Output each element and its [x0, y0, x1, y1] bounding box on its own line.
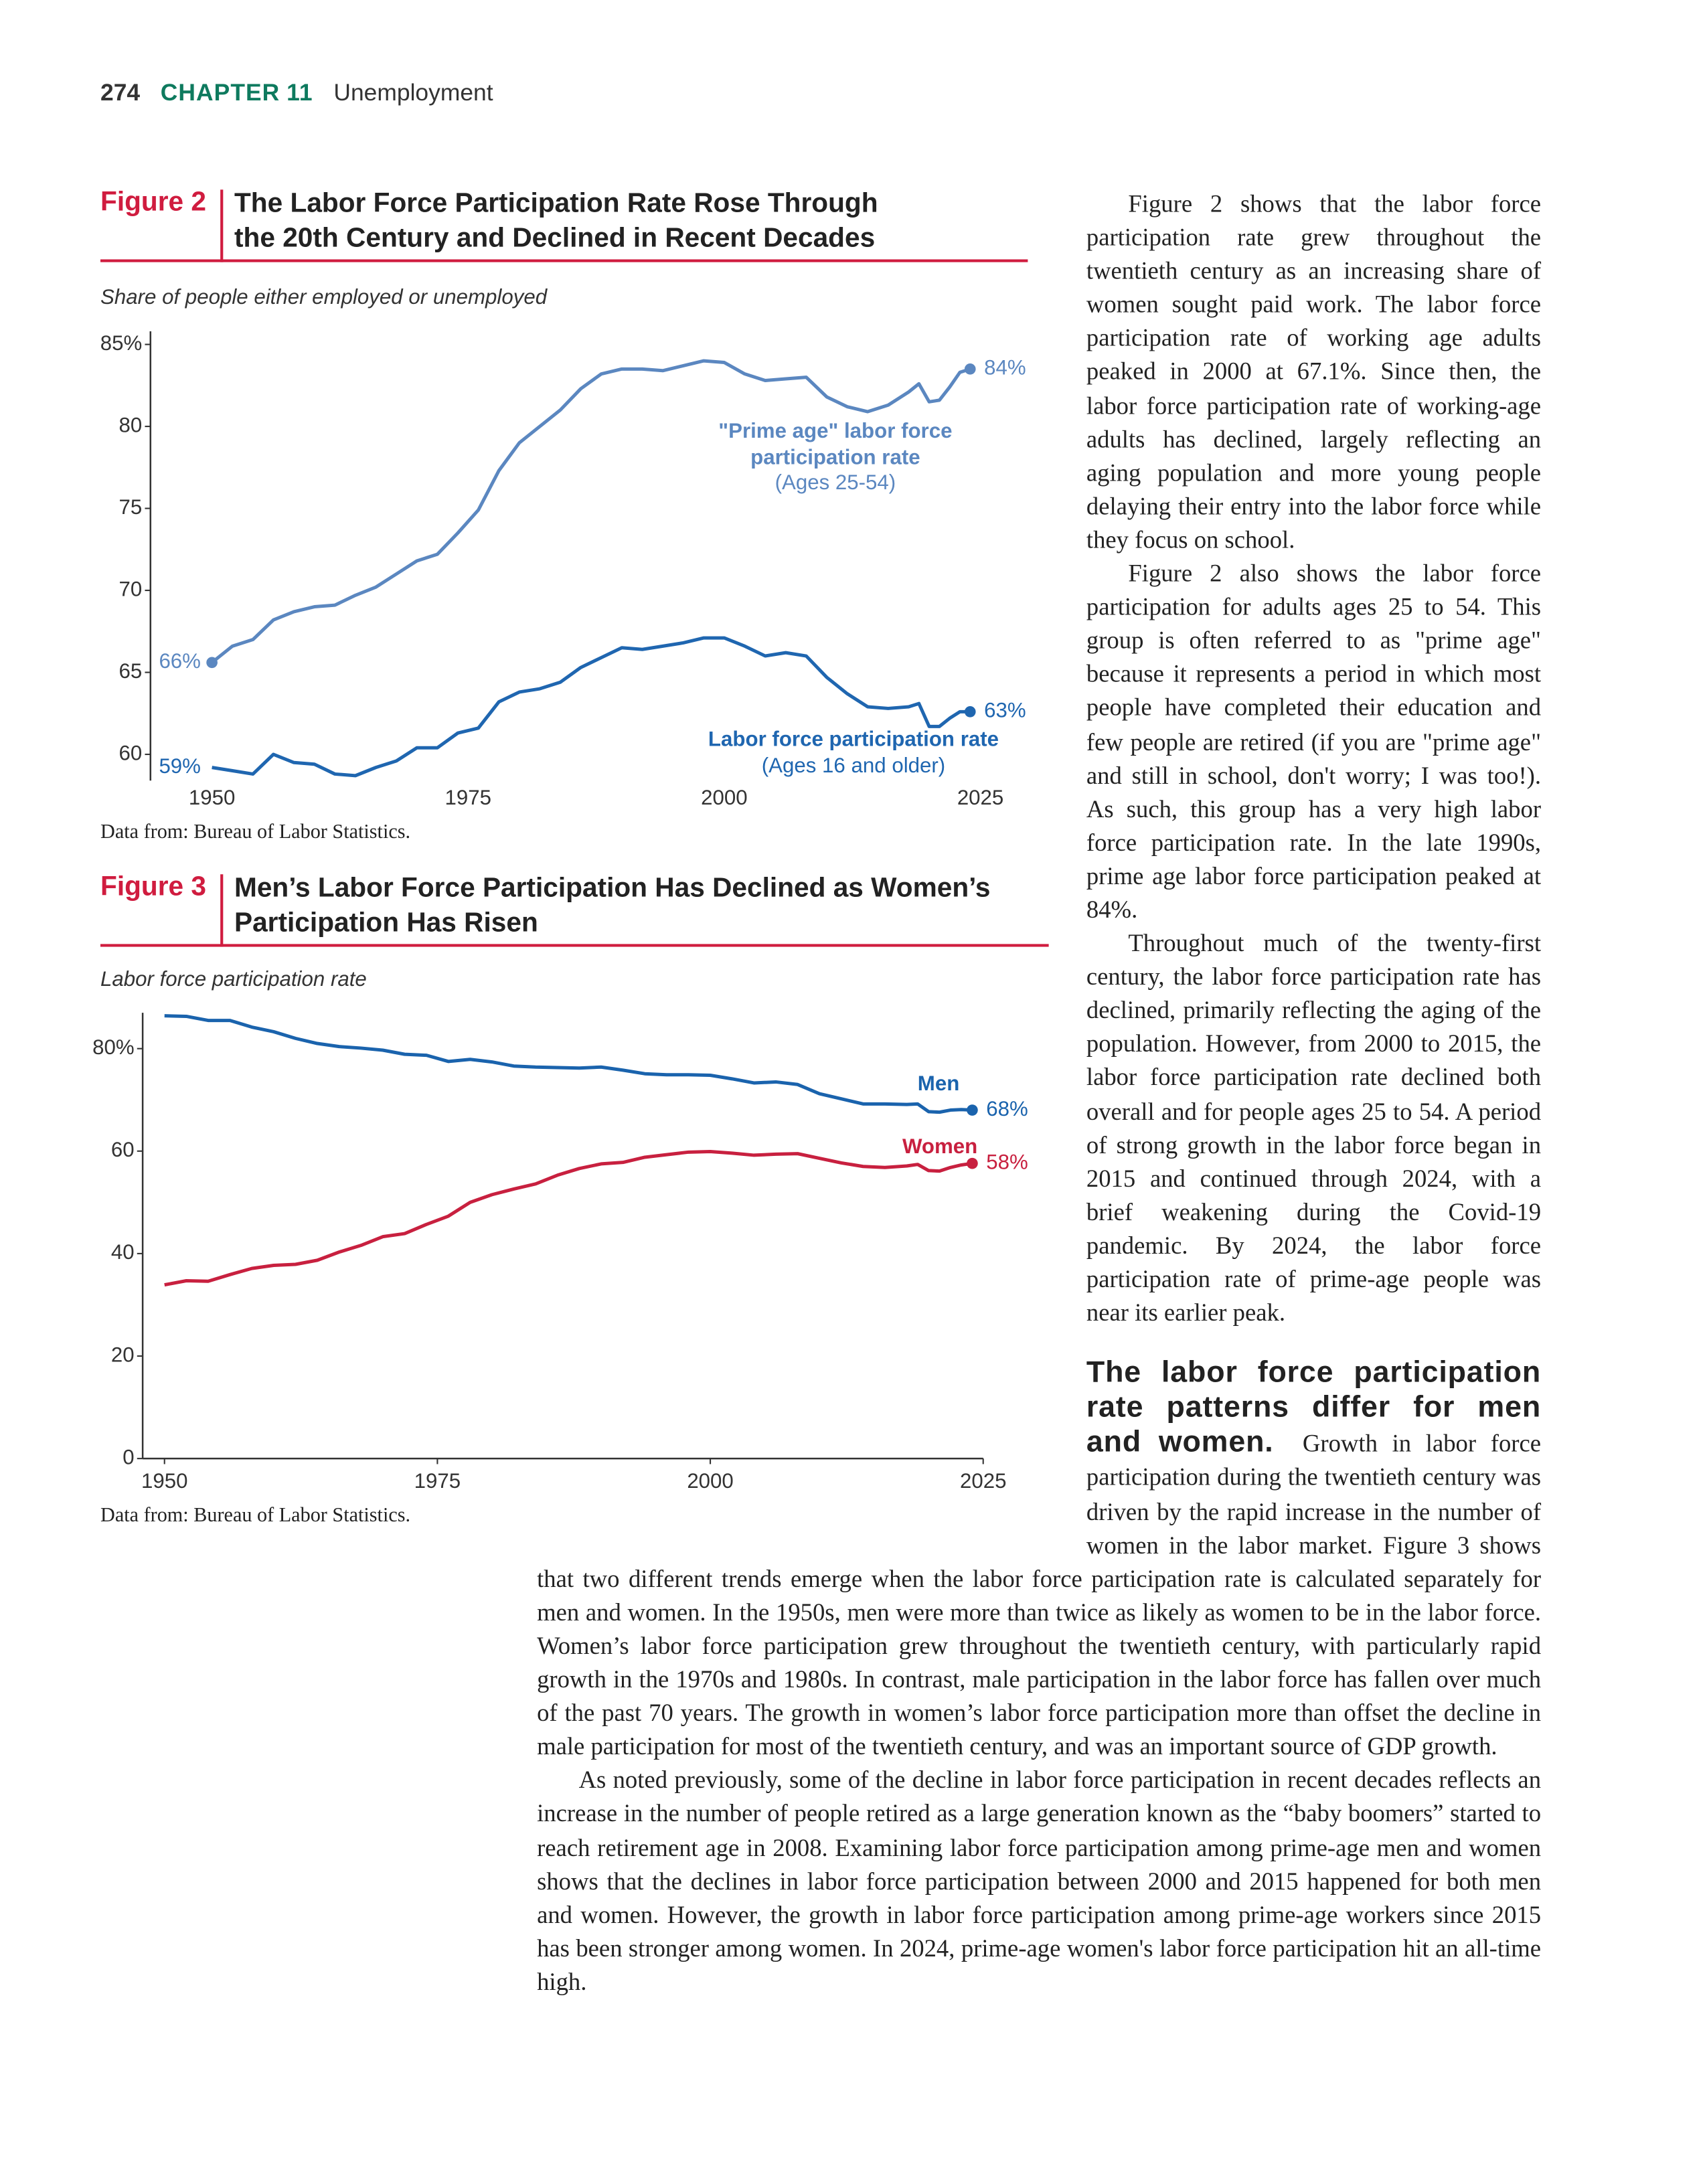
figure-underline	[100, 259, 1028, 262]
figure-subtitle: Share of people either employed or unemp…	[100, 286, 548, 310]
value-label: 58%	[986, 1150, 1028, 1173]
end-point	[967, 1104, 978, 1116]
x-tick-label: 2000	[701, 786, 747, 809]
series-line	[164, 1014, 973, 1114]
paragraph: Figure 2 also shows the labor force part…	[1086, 559, 1542, 924]
value-label: 68%	[986, 1097, 1028, 1120]
series-label: Women	[902, 1135, 977, 1161]
value-label: 66%	[159, 649, 201, 673]
x-tick-label: 1950	[189, 786, 235, 809]
section-heading: The labor force participation rate patte…	[1086, 1355, 1542, 1459]
y-tick-label: 85%	[100, 331, 143, 355]
figure-title: The Labor Force Participation Rate Rose …	[234, 188, 878, 254]
y-tick-label: 40	[111, 1240, 135, 1264]
series-label: "Prime age" labor force participation ra…	[703, 420, 968, 497]
value-label: 84%	[984, 356, 1026, 380]
x-tick-label: 1975	[445, 786, 491, 809]
y-tick-label: 80	[119, 413, 143, 436]
end-point	[964, 363, 976, 375]
chapter-title: Unemployment	[333, 79, 493, 106]
figure-rule	[220, 189, 224, 262]
figure-subtitle: Labor force participation rate	[100, 967, 367, 992]
y-tick-label: 80%	[92, 1035, 135, 1059]
series-line	[212, 636, 971, 778]
y-tick-label: 65	[119, 659, 143, 683]
running-header: 274 CHAPTER 11 Unemployment	[100, 80, 493, 108]
series-name: Men	[917, 1072, 960, 1096]
y-tick-label: 0	[123, 1445, 134, 1468]
figure-rule	[220, 874, 224, 947]
series-note: (Ages 16 and older)	[761, 754, 946, 778]
series-note: (Ages 25-54)	[775, 471, 896, 495]
y-tick-label: 20	[111, 1343, 135, 1366]
chapter-label: CHAPTER	[160, 79, 280, 106]
figure-label: Figure 3	[100, 871, 207, 902]
paragraph: Figure 2 shows that the labor force part…	[1086, 189, 1542, 554]
figure-source: Data from: Bureau of Labor Statistics.	[100, 1504, 411, 1527]
paragraph: The labor force participation rate patte…	[537, 1355, 1541, 1763]
series-name: Women	[902, 1135, 978, 1159]
y-tick-label: 70	[119, 577, 143, 600]
x-tick-label: 2025	[957, 786, 1003, 809]
paragraph-text: Growth in labor force participation duri…	[537, 1430, 1542, 1760]
y-tick-label: 60	[111, 1138, 135, 1161]
paragraph: As noted previously, some of the decline…	[537, 1766, 1542, 1995]
x-tick-label: 2025	[960, 1469, 1006, 1493]
paragraph: Throughout much of the twenty-first cent…	[1086, 928, 1542, 1327]
series-label: Men	[918, 1072, 959, 1098]
x-tick-label: 1950	[141, 1469, 187, 1493]
series-name: Labor force participation rate	[708, 728, 999, 752]
start-point	[206, 657, 218, 669]
chapter-number: 11	[287, 79, 313, 106]
x-tick-label: 1975	[414, 1469, 461, 1493]
x-tick-label: 2000	[687, 1469, 733, 1493]
body-text: Figure 2 shows that the labor force part…	[537, 187, 1541, 1998]
y-tick-label: 75	[119, 495, 143, 519]
page-number: 274	[100, 79, 141, 106]
value-label: 59%	[159, 754, 201, 778]
series-line	[164, 1150, 973, 1287]
figure-label: Figure 2	[100, 187, 207, 218]
figure-source: Data from: Bureau of Labor Statistics.	[100, 821, 411, 844]
end-point	[967, 1157, 978, 1169]
series-name: "Prime age" labor force participation ra…	[718, 420, 953, 470]
y-tick-label: 60	[119, 741, 143, 764]
value-label: 63%	[984, 699, 1026, 722]
figure-title: Men’s Labor Force Participation Has Decl…	[234, 873, 991, 938]
series-label: Labor force participation rate (Ages 16 a…	[708, 728, 999, 779]
end-point	[964, 706, 976, 718]
series-line	[211, 359, 971, 664]
figure-underline	[100, 944, 1049, 947]
